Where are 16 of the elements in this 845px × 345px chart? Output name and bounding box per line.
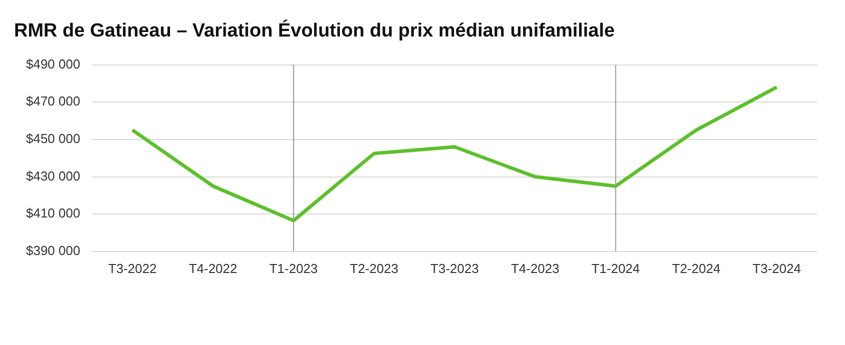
y-tick-label: $390 000 <box>26 242 80 258</box>
y-tick-label: $450 000 <box>26 131 80 146</box>
x-tick-label: T2-2024 <box>672 260 720 276</box>
y-tick-label: $470 000 <box>26 94 80 109</box>
x-tick-label: T2-2023 <box>350 260 398 276</box>
y-tick-label: $490 000 <box>26 56 80 72</box>
x-tick-label: T1-2024 <box>591 260 640 276</box>
chart-title: RMR de Gatineau – Variation Évolution du prix médian unifamiliale <box>14 20 615 42</box>
x-tick-label: T4-2023 <box>510 260 560 276</box>
x-tick-label: T4-2022 <box>188 260 238 276</box>
y-tick-label: $410 000 <box>26 206 80 221</box>
x-tick-label: T3-2023 <box>430 260 479 276</box>
y-tick-label: $430 000 <box>26 168 80 184</box>
x-tick-label: T3-2022 <box>108 260 157 276</box>
x-tick-label: T3-2024 <box>752 260 801 276</box>
x-tick-label: T1-2023 <box>269 260 318 276</box>
